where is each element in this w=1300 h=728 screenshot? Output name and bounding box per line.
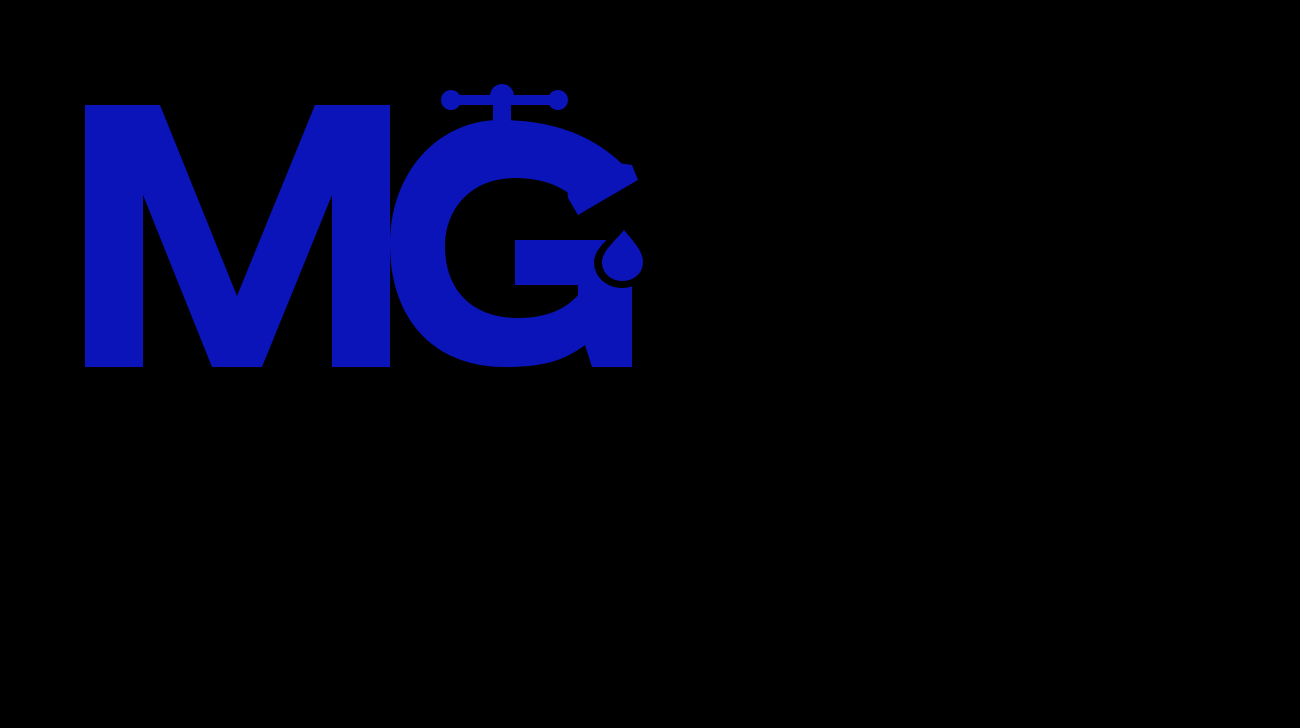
faucet-handle-left-knob xyxy=(441,90,461,110)
faucet-handle-right-knob xyxy=(548,90,568,110)
letter-m-shape xyxy=(85,105,390,367)
letter-g-shape xyxy=(390,120,632,367)
water-drop-icon xyxy=(602,230,643,281)
faucet-spout xyxy=(565,155,638,215)
faucet-handle-center-knob xyxy=(490,84,514,108)
